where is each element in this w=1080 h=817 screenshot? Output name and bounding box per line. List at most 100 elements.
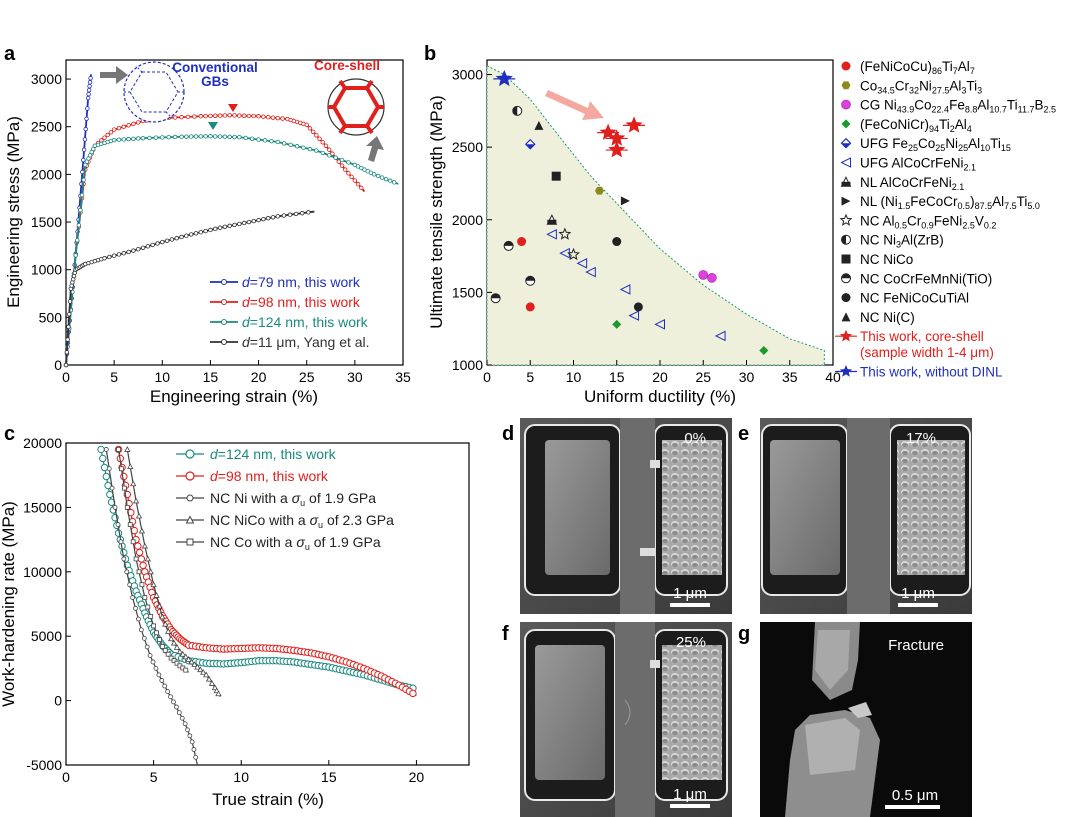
chart-c-point <box>185 656 192 662</box>
chart-a-point <box>193 134 199 139</box>
chart-a-point <box>307 126 313 131</box>
chart-b-point <box>620 196 630 206</box>
chart-a-point <box>213 134 218 139</box>
chart-a-point <box>76 223 82 228</box>
chart-c-point <box>185 727 190 733</box>
chart-c-point <box>197 666 204 673</box>
chart-c-point <box>99 454 107 463</box>
chart-c-point <box>150 659 156 665</box>
chart-b-point <box>551 171 561 181</box>
chart-a-point <box>379 175 385 180</box>
chart-a-point <box>203 113 208 119</box>
chart-c-ytick-label: -5000 <box>26 757 62 773</box>
chart-a-point <box>86 91 91 97</box>
chart-a-point <box>227 113 232 118</box>
chart-c-point <box>205 675 213 682</box>
chart-a-point <box>217 134 223 139</box>
chart-a-point <box>320 150 325 156</box>
core-shell-illustration <box>327 78 385 136</box>
chart-c-point <box>129 480 137 487</box>
trend-arrow <box>545 90 604 120</box>
chart-a-xtick-label: 30 <box>347 369 363 385</box>
chart-c-point <box>156 602 163 609</box>
chart-a-point <box>131 136 136 141</box>
chart-c-legend-label: d=124 nm, this work <box>210 446 337 462</box>
chart-b-point <box>841 196 851 206</box>
chart-a-point <box>300 210 305 216</box>
chart-a-point <box>262 138 268 143</box>
chart-c-point <box>135 548 144 557</box>
chart-a-ytick-label: 1000 <box>31 262 62 278</box>
chart-a-point <box>131 248 136 253</box>
chart-b-point <box>841 99 851 110</box>
chart-b-legend-label: NC Al0.5Cr0.9FeNi2.5V0.2 <box>860 213 996 230</box>
chart-a-point <box>222 224 228 229</box>
chart-c-point <box>176 648 184 655</box>
chart-a-point <box>251 113 256 119</box>
chart-b-point <box>547 219 557 225</box>
chart-c-point <box>141 542 149 549</box>
chart-a-point <box>232 134 237 140</box>
chart-a-point <box>198 229 203 235</box>
chart-a-ytick-label: 3000 <box>31 71 62 87</box>
chart-c-point <box>134 542 142 550</box>
chart-b-point <box>759 345 769 355</box>
chart-c-point <box>179 715 185 721</box>
chart-b-point <box>619 284 631 295</box>
sem-f-strain: 25% <box>676 634 706 651</box>
chart-a-point <box>227 223 232 229</box>
chart-a-point <box>256 137 261 142</box>
annotation-coreshell: Core-shell <box>314 58 380 73</box>
chart-a-point <box>208 227 213 233</box>
chart-a-point <box>160 239 165 245</box>
chart-a-point <box>88 76 93 81</box>
chart-b-point <box>841 143 851 148</box>
chart-c-point <box>173 704 179 710</box>
chart-c-legend-marker <box>185 515 195 524</box>
chart-a-point <box>314 148 319 153</box>
chart-a-ylabel: Engineering stress (MPa) <box>4 116 23 308</box>
chart-b-legend-label: (FeCoNiCr)94Ti2Al4 <box>860 117 972 134</box>
chart-a-point <box>166 135 171 140</box>
chart-b-point <box>841 273 851 279</box>
chart-c-point <box>121 556 127 562</box>
chart-c-point <box>116 447 121 452</box>
chart-a-point <box>280 116 285 121</box>
chart-c-point <box>147 568 154 575</box>
chart-b-point <box>558 227 572 240</box>
chart-a-point <box>281 213 287 218</box>
chart-b-point <box>628 310 640 321</box>
chart-c-point <box>115 522 121 527</box>
chart-a-point <box>116 137 122 142</box>
chart-a-point <box>140 245 146 250</box>
chart-a-xtick-label: 5 <box>110 369 118 385</box>
uts-marker-98nm <box>228 104 238 112</box>
chart-c-point <box>159 613 166 620</box>
chart-a-point <box>67 299 73 304</box>
chart-a-point <box>256 217 261 223</box>
chart-c-point <box>122 485 127 491</box>
sem-image-d: 0% 1 μm <box>520 418 732 614</box>
chart-c-point <box>130 539 136 545</box>
chart-a-point <box>359 185 364 191</box>
chart-b-legend-label: NC CoCrFeMnNi(TiO) <box>860 271 992 286</box>
annotation-conventional-line2: GBs <box>201 74 229 89</box>
chart-a-legend-marker <box>221 319 227 325</box>
chart-a-point <box>352 178 358 183</box>
chart-c-point <box>135 512 143 519</box>
chart-b-legend-label: Co34.5Cr32Ni27.5Al3Ti3 <box>860 78 982 95</box>
chart-a-point <box>140 135 146 141</box>
chart-c-point <box>147 653 153 658</box>
chart-b-legend-label: NC Ni(C) <box>860 310 915 325</box>
chart-a-xtick-label: 35 <box>395 369 411 385</box>
chart-a-point <box>164 238 170 243</box>
chart-a-point <box>192 114 197 119</box>
chart-c-point <box>127 582 133 588</box>
chart-b-point <box>517 237 527 247</box>
chart-a-point <box>174 236 179 241</box>
chart-a-point <box>198 114 203 119</box>
chart-a-point <box>261 216 266 222</box>
chart-a-point <box>288 142 293 148</box>
